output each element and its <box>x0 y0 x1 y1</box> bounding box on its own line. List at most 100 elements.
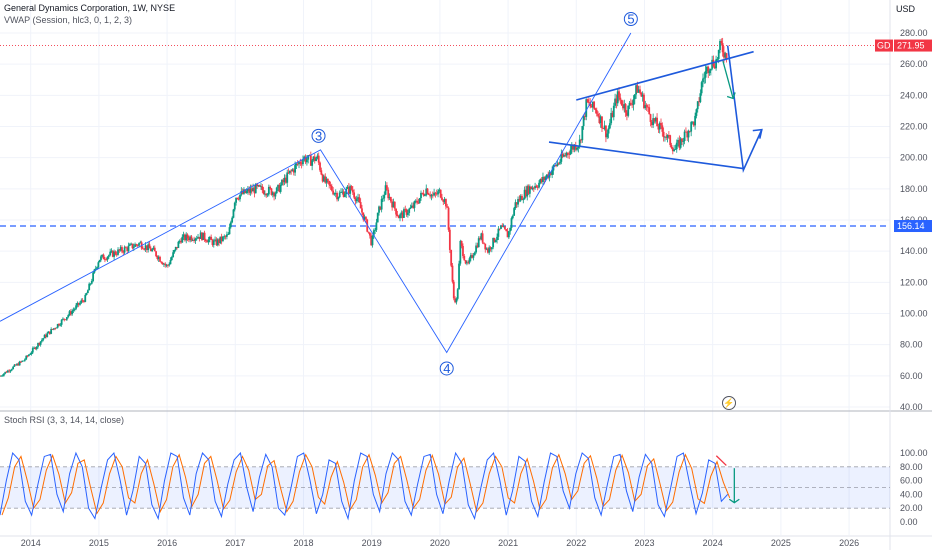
candle-body <box>181 236 184 243</box>
last-price-value: 271.95 <box>897 41 925 51</box>
candle-body <box>37 343 39 347</box>
candle-body <box>6 370 9 373</box>
candle-body <box>300 163 303 165</box>
candle-body <box>661 125 664 132</box>
candle-body <box>202 232 205 240</box>
candle-body <box>127 245 130 251</box>
candle-body <box>451 265 454 282</box>
candle-body <box>723 52 725 58</box>
candle-body <box>686 132 689 138</box>
candle-body <box>295 163 298 166</box>
candle-body <box>307 155 310 160</box>
candle-body <box>60 319 63 325</box>
candle-body <box>368 232 371 236</box>
candle-body <box>716 58 719 60</box>
candle-body <box>195 238 198 240</box>
candle-body <box>336 193 338 200</box>
candle-body <box>68 311 71 316</box>
candle-body <box>207 239 210 243</box>
candle-body <box>671 148 674 152</box>
candle-body <box>222 236 224 241</box>
candle-body <box>472 255 475 258</box>
price-tick-label: 140.00 <box>900 246 928 256</box>
candle-body <box>606 133 609 138</box>
lightning-icon[interactable]: ⚡ <box>722 396 736 410</box>
candle-body <box>197 236 199 239</box>
candle-body <box>624 104 627 113</box>
candle-body <box>566 152 569 155</box>
candle-body <box>232 209 235 218</box>
time-tick-label: 2026 <box>839 538 859 548</box>
candle-body <box>182 234 185 237</box>
candle-body <box>412 205 415 208</box>
candle-body <box>699 93 702 103</box>
candle-body <box>357 197 359 200</box>
candle-body <box>269 186 272 189</box>
candle-body <box>378 206 380 213</box>
candle-body <box>187 238 190 241</box>
candle-body <box>208 236 211 240</box>
candle-body <box>399 214 401 219</box>
candle-body <box>450 249 453 266</box>
candle-body <box>10 369 13 371</box>
candle-body <box>441 197 443 201</box>
candle-body <box>442 200 445 202</box>
candle-body <box>194 238 197 241</box>
candle-body <box>252 187 255 192</box>
candle-body <box>42 338 45 340</box>
rsi-green-arrowhead <box>728 498 740 504</box>
vwap-indicator-label[interactable]: VWAP (Session, hlc3, 0, 1, 2, 3) <box>4 15 133 25</box>
candle-body <box>114 251 117 255</box>
candle-body <box>633 94 636 100</box>
candle-body <box>349 186 352 194</box>
candle-body <box>546 174 548 178</box>
candle-body <box>504 226 506 230</box>
candle-body <box>715 59 717 69</box>
candle-body <box>610 112 613 124</box>
candle-body <box>286 172 289 183</box>
candle-body <box>72 309 75 311</box>
candle-body <box>113 251 116 257</box>
candle-body <box>584 115 586 117</box>
candle-body <box>51 329 54 330</box>
candle-body <box>483 242 485 244</box>
candle-body <box>363 216 366 220</box>
time-tick-label: 2025 <box>771 538 791 548</box>
candle-body <box>473 252 476 256</box>
candle-body <box>602 128 605 130</box>
candle-body <box>198 236 201 239</box>
candle-body <box>43 334 46 339</box>
candle-body <box>536 187 539 188</box>
candle-body <box>688 130 691 132</box>
candle-body <box>514 202 517 209</box>
candle-body <box>319 162 321 171</box>
candle-body <box>704 71 707 78</box>
candle-body <box>507 231 510 238</box>
candle-body <box>711 59 714 69</box>
candle-body <box>591 101 594 108</box>
candle-body <box>708 70 711 74</box>
candle-body <box>315 158 317 162</box>
candle-body <box>406 212 409 215</box>
wave-label-circle <box>623 12 638 26</box>
candle-body <box>39 341 42 345</box>
candle-body <box>353 192 356 198</box>
candle-body <box>149 248 152 252</box>
candle-body <box>143 249 146 250</box>
candle-body <box>275 187 278 194</box>
candle-body <box>576 147 578 150</box>
candle-body <box>201 232 203 240</box>
candle-body <box>249 188 252 193</box>
candle-body <box>448 229 451 250</box>
stoch-rsi-label[interactable]: Stoch RSI (3, 3, 14, 14, close) <box>4 415 125 425</box>
candle-body <box>330 186 333 191</box>
candle-body <box>612 105 615 118</box>
candle-body <box>431 194 434 196</box>
candle-body <box>570 145 573 150</box>
candle-body <box>657 126 660 130</box>
rsi-tick-label: 80.00 <box>900 462 923 472</box>
price-tick-label: 40.00 <box>900 402 923 412</box>
candle-body <box>466 262 468 264</box>
candle-body <box>523 189 526 200</box>
